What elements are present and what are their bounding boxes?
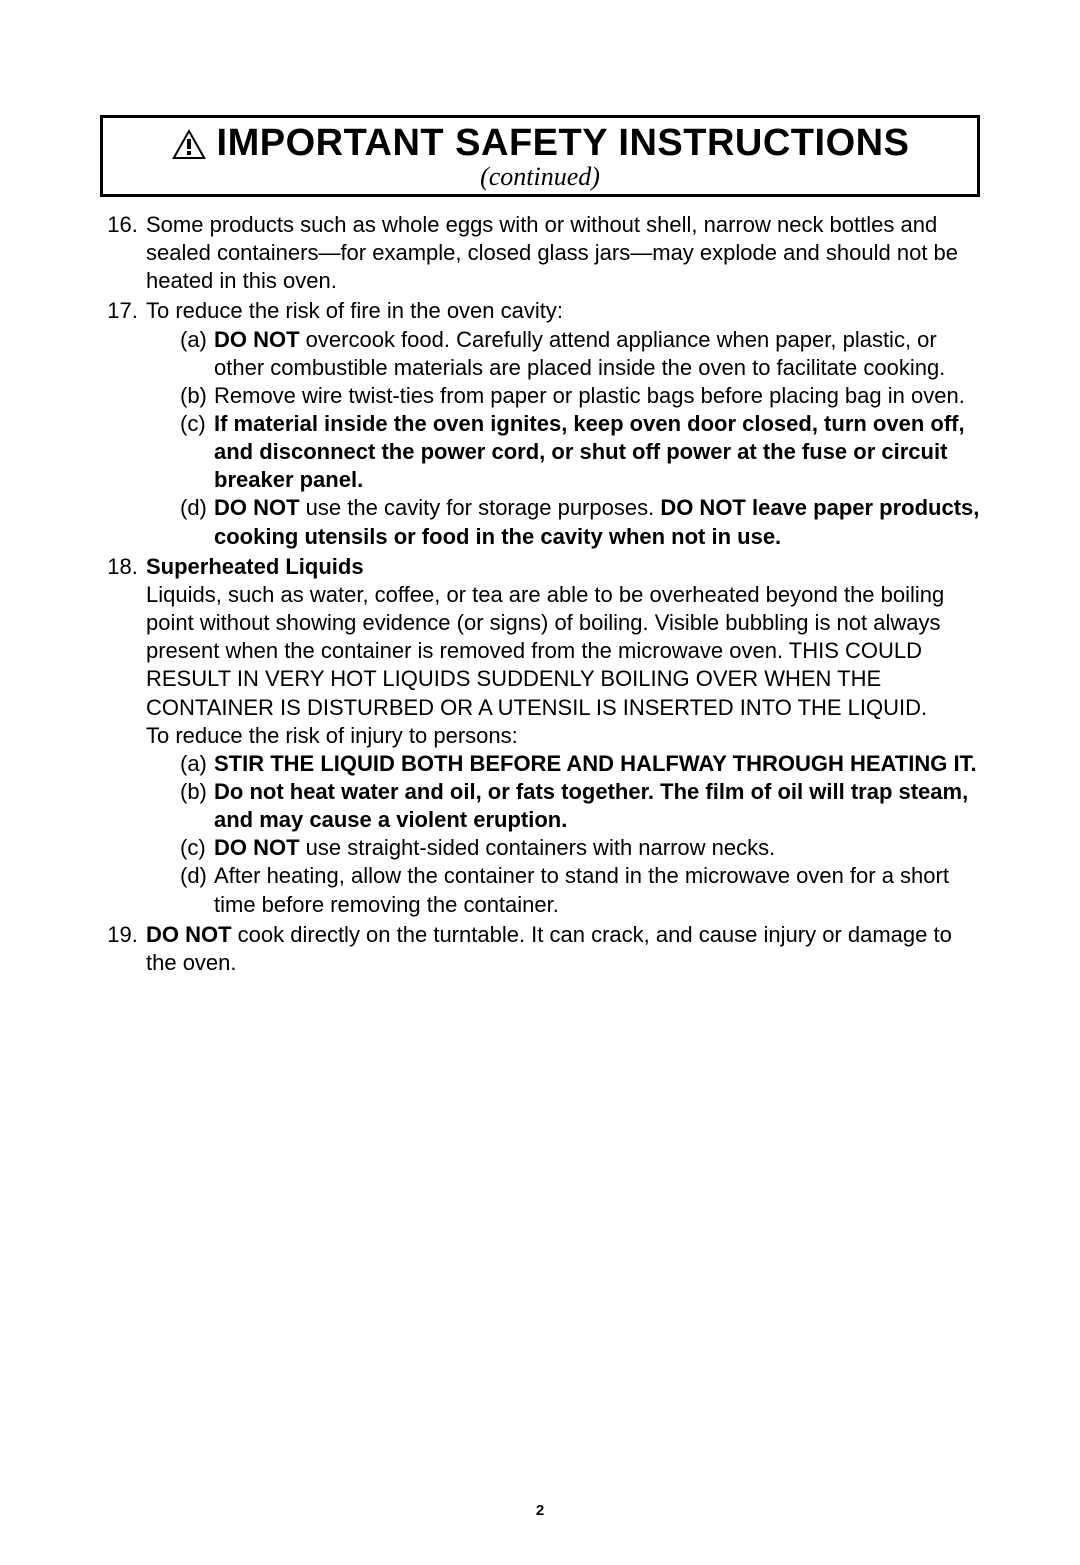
sublist-marker: (c)	[180, 834, 214, 862]
instructions-list: Some products such as whole eggs with or…	[100, 211, 980, 977]
text-run: After heating, allow the container to st…	[214, 863, 949, 916]
sublist-item: (c)If material inside the oven ignites, …	[180, 410, 980, 494]
sublist-marker: (b)	[180, 382, 214, 410]
sublist: (a)DO NOT overcook food. Carefully atten…	[146, 326, 980, 551]
text-run: Some products such as whole eggs with or…	[146, 212, 958, 293]
list-item-16: Some products such as whole eggs with or…	[144, 211, 980, 295]
sublist-marker: (a)	[180, 750, 214, 778]
sublist-marker: (a)	[180, 326, 214, 382]
sublist-text: If material inside the oven ignites, kee…	[214, 410, 980, 494]
paragraph: Superheated Liquids	[146, 553, 980, 581]
list-item-19: DO NOT cook directly on the turntable. I…	[144, 921, 980, 977]
text-run: To reduce the risk of injury to persons:	[146, 723, 518, 748]
sublist-marker: (d)	[180, 494, 214, 550]
sublist-item: (b)Remove wire twist-ties from paper or …	[180, 382, 980, 410]
paragraph: Liquids, such as water, coffee, or tea a…	[146, 581, 980, 722]
sublist-item: (d)DO NOT use the cavity for storage pur…	[180, 494, 980, 550]
header-title: IMPORTANT SAFETY INSTRUCTIONS	[217, 124, 910, 164]
sublist-marker: (d)	[180, 862, 214, 918]
list-item-18: Superheated Liquids Liquids, such as wate…	[144, 553, 980, 919]
sublist-item: (a)STIR THE LIQUID BOTH BEFORE AND HALFW…	[180, 750, 980, 778]
header-box: IMPORTANT SAFETY INSTRUCTIONS (continued…	[100, 115, 980, 197]
bold-text: DO NOT	[214, 327, 300, 352]
bold-text: If material inside the oven ignites, kee…	[214, 411, 965, 492]
bold-text: Superheated Liquids	[146, 554, 364, 579]
sublist-text: Remove wire twist-ties from paper or pla…	[214, 382, 980, 410]
text-run: use straight-sided containers with narro…	[300, 835, 776, 860]
paragraph: To reduce the risk of injury to persons:	[146, 722, 980, 750]
header-subtitle: (continued)	[113, 164, 967, 190]
bold-text: STIR THE LIQUID BOTH BEFORE AND HALFWAY …	[214, 751, 977, 776]
sublist-item: (d)After heating, allow the container to…	[180, 862, 980, 918]
sublist-marker: (b)	[180, 778, 214, 834]
paragraph: DO NOT cook directly on the turntable. I…	[146, 921, 980, 977]
bold-text: DO NOT	[146, 922, 232, 947]
text-run: Liquids, such as water, coffee, or tea a…	[146, 582, 944, 720]
page: IMPORTANT SAFETY INSTRUCTIONS (continued…	[0, 0, 1080, 1565]
sublist-text: DO NOT use straight-sided containers wit…	[214, 834, 980, 862]
paragraph: Some products such as whole eggs with or…	[146, 211, 980, 295]
sublist-text: After heating, allow the container to st…	[214, 862, 980, 918]
sublist-text: Do not heat water and oil, or fats toget…	[214, 778, 980, 834]
sublist-text: STIR THE LIQUID BOTH BEFORE AND HALFWAY …	[214, 750, 980, 778]
bold-text: DO NOT	[214, 835, 300, 860]
sublist-text: DO NOT use the cavity for storage purpos…	[214, 494, 980, 550]
sublist-item: (a)DO NOT overcook food. Carefully atten…	[180, 326, 980, 382]
text-run: Remove wire twist-ties from paper or pla…	[214, 383, 965, 408]
page-number: 2	[0, 1502, 1080, 1519]
sublist-item: (b)Do not heat water and oil, or fats to…	[180, 778, 980, 834]
bold-text: DO NOT	[214, 495, 300, 520]
list-item-17: To reduce the risk of fire in the oven c…	[144, 297, 980, 550]
sublist-item: (c)DO NOT use straight-sided containers …	[180, 834, 980, 862]
sublist-marker: (c)	[180, 410, 214, 494]
warning-icon	[171, 128, 207, 160]
bold-text: Do not heat water and oil, or fats toget…	[214, 779, 968, 832]
text-run: overcook food. Carefully attend applianc…	[214, 327, 945, 380]
sublist: (a)STIR THE LIQUID BOTH BEFORE AND HALFW…	[146, 750, 980, 919]
paragraph: To reduce the risk of fire in the oven c…	[146, 297, 980, 325]
text-run: cook directly on the turntable. It can c…	[146, 922, 952, 975]
text-run: To reduce the risk of fire in the oven c…	[146, 298, 563, 323]
sublist-text: DO NOT overcook food. Carefully attend a…	[214, 326, 980, 382]
header-line1: IMPORTANT SAFETY INSTRUCTIONS	[113, 124, 967, 164]
text-run: use the cavity for storage purposes.	[300, 495, 661, 520]
